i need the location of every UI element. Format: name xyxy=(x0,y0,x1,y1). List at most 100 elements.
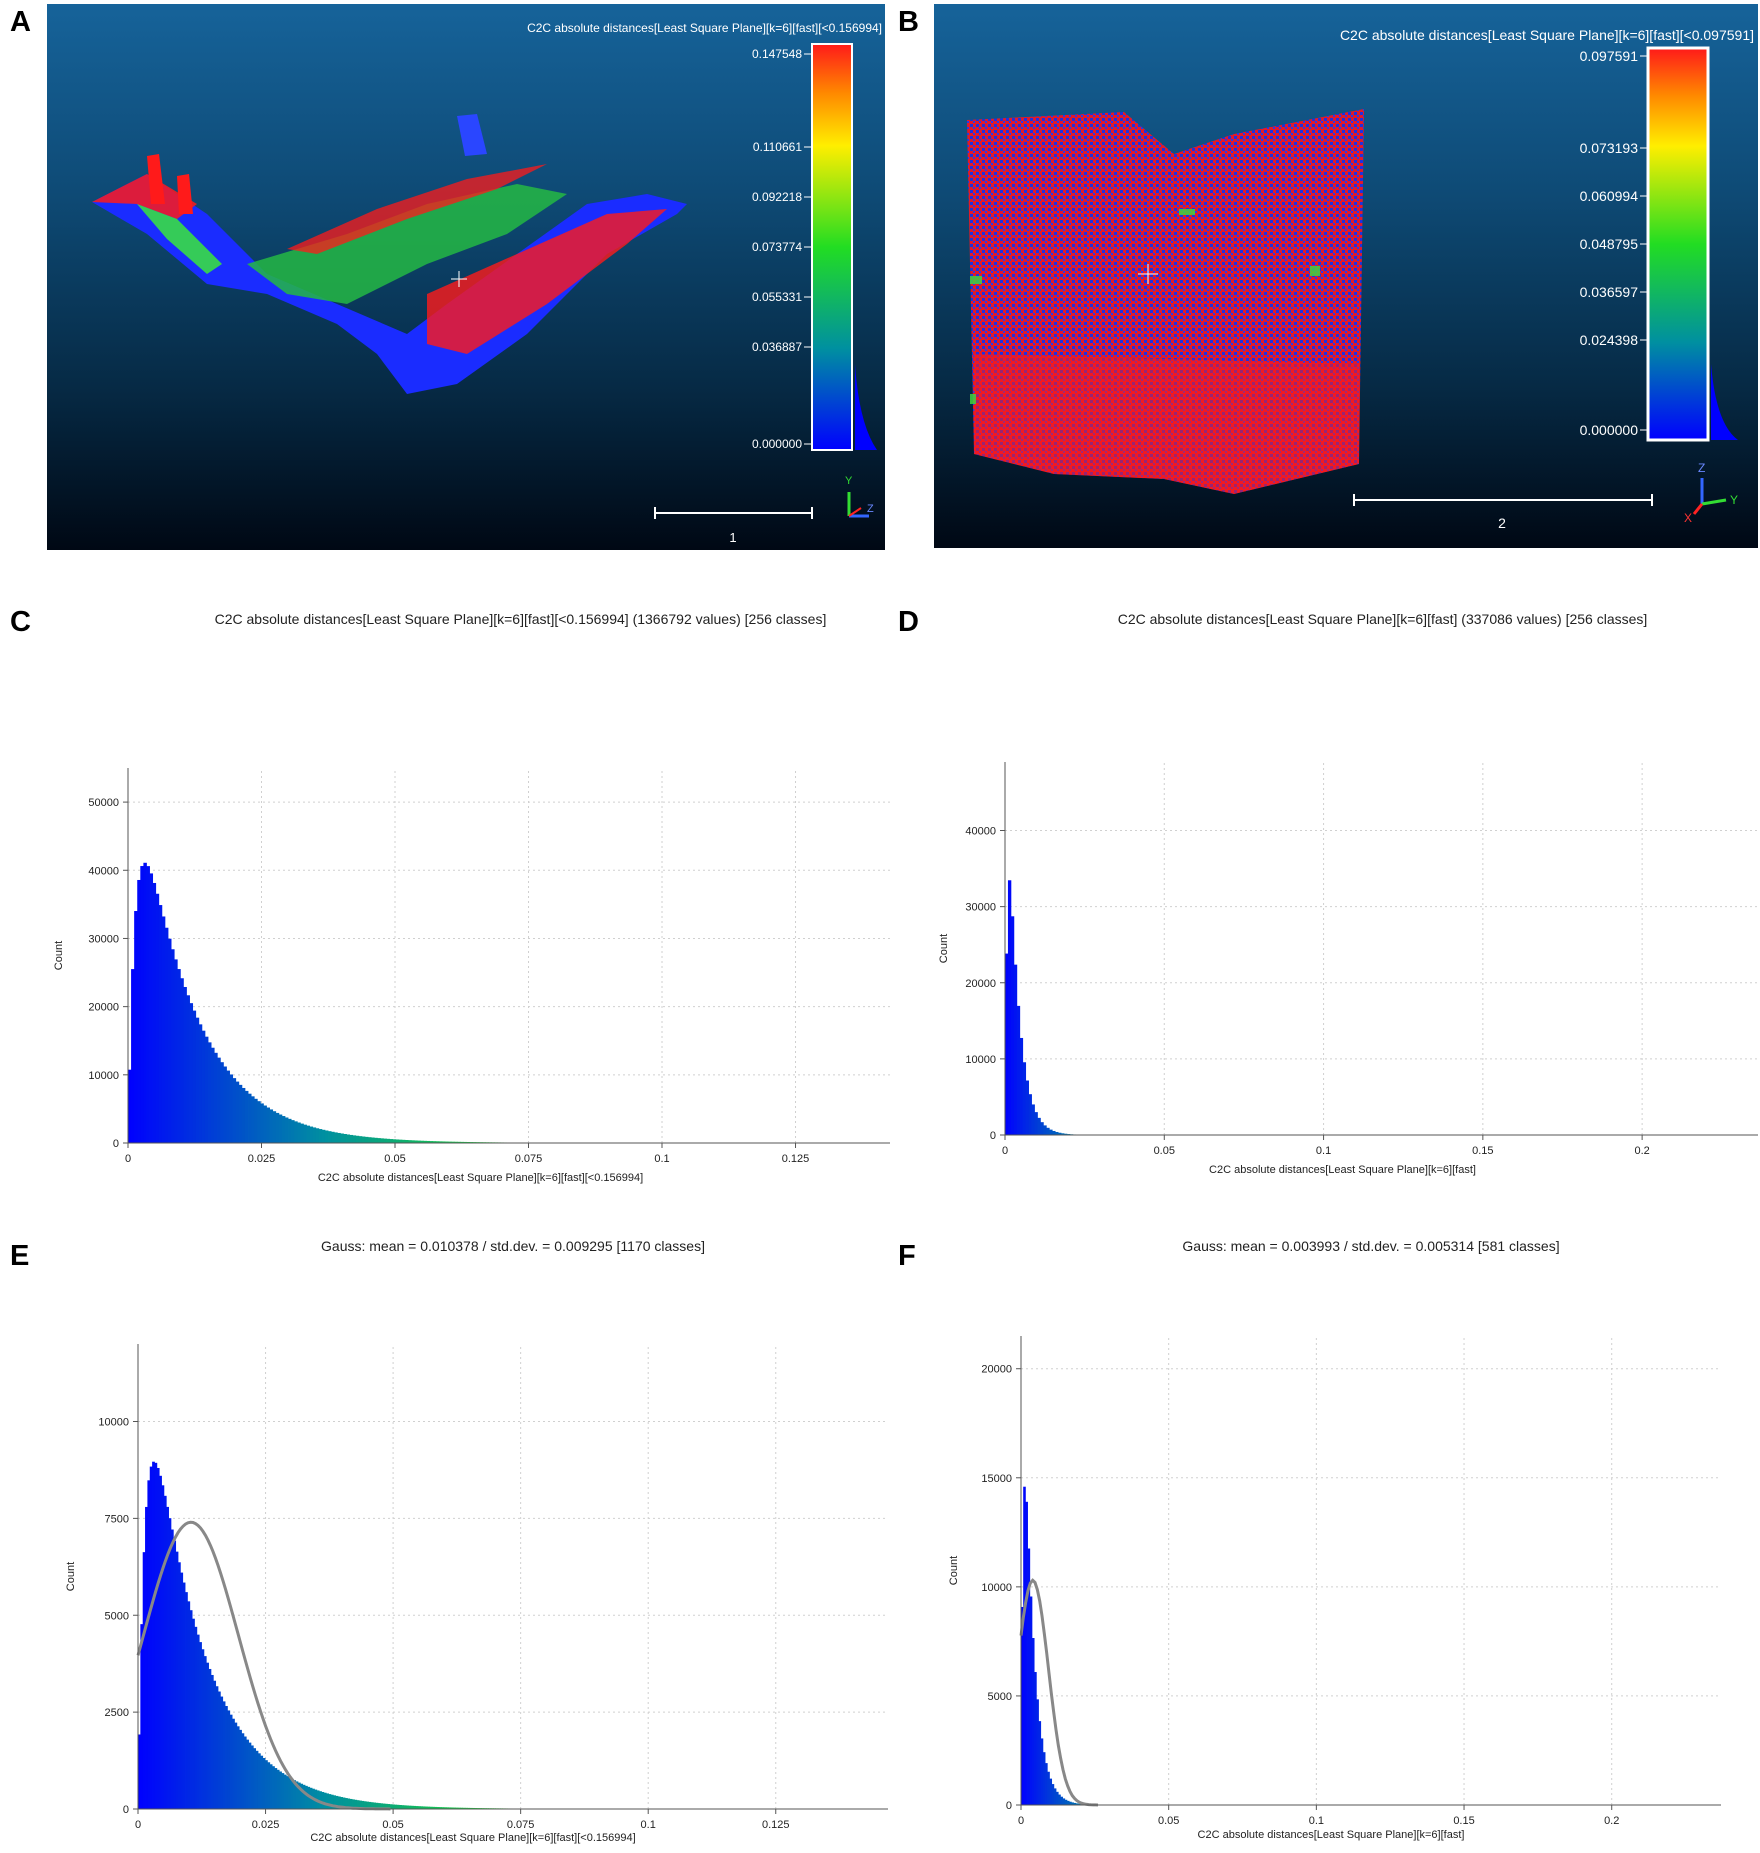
x-tick-label-f-2: 0.1 xyxy=(1309,1815,1324,1827)
cloud-spike2-a xyxy=(177,174,193,214)
histogram-bar xyxy=(365,1137,368,1143)
histogram-bar xyxy=(220,1697,223,1809)
histogram-bar xyxy=(1046,1128,1049,1135)
histogram-chart-e: Gauss: mean = 0.010378 / std.dev. = 0.00… xyxy=(40,1228,900,1848)
histogram-bar xyxy=(208,1042,211,1143)
histogram-bar xyxy=(137,880,140,1143)
histogram-svg-d: C2C absolute distances[Least Square Plan… xyxy=(925,594,1758,1190)
x-tick-label-d-3: 0.15 xyxy=(1472,1145,1493,1157)
histogram-bar xyxy=(1040,1122,1043,1135)
histogram-bar xyxy=(242,1733,245,1809)
x-tick-label-d-2: 0.1 xyxy=(1316,1145,1331,1157)
histogram-bar xyxy=(353,1135,356,1143)
histogram-bar xyxy=(282,1773,285,1809)
y-tick-label-d-4: 40000 xyxy=(965,826,996,838)
histogram-chart-c: C2C absolute distances[Least Square Plan… xyxy=(40,594,890,1190)
axis-trihedron-b: Z Y X xyxy=(1684,461,1738,525)
histogram-bar xyxy=(209,1669,212,1809)
panel-letter-f: F xyxy=(898,1240,916,1273)
histogram-bar xyxy=(176,1552,179,1809)
x-tick-label-e-2: 0.05 xyxy=(382,1819,403,1831)
histogram-bar xyxy=(194,1627,197,1809)
x-tick-label-e-0: 0 xyxy=(135,1819,141,1831)
histogram-bar xyxy=(197,1635,200,1809)
scale-label-a-3: 0.073774 xyxy=(752,240,802,254)
histogram-bar xyxy=(218,1692,221,1809)
histogram-bar xyxy=(190,1610,193,1809)
histogram-bar xyxy=(230,1074,233,1143)
histogram-bar xyxy=(334,1132,337,1143)
scale-label-a-1: 0.110661 xyxy=(753,140,802,154)
histogram-bar xyxy=(1032,1104,1035,1135)
histogram-bars-d xyxy=(1005,880,1079,1135)
histogram-bar xyxy=(263,1106,266,1143)
histogram-bar xyxy=(267,1762,270,1809)
histogram-bar xyxy=(169,1518,172,1809)
histogram-bar xyxy=(337,1133,340,1143)
histogram-bar xyxy=(233,1078,236,1143)
histogram-bar xyxy=(186,995,189,1143)
histogram-bar xyxy=(1052,1131,1055,1135)
histogram-bar xyxy=(164,1496,167,1809)
scale-label-b-6: 0.000000 xyxy=(1580,422,1639,438)
histogram-bar xyxy=(1034,1112,1037,1135)
scale-ticks-a xyxy=(804,54,812,444)
x-tick-label-e-5: 0.125 xyxy=(762,1819,790,1831)
y-axis-label-e: Count xyxy=(65,1562,77,1591)
histogram-bar xyxy=(265,1760,268,1809)
histogram-bar xyxy=(227,1710,230,1809)
histogram-bar xyxy=(300,1124,303,1143)
histogram-bar xyxy=(173,1541,176,1809)
histogram-bar xyxy=(187,1601,190,1809)
y-tick-label-f-2: 10000 xyxy=(981,1582,1012,1594)
histogram-bar xyxy=(340,1134,343,1144)
histogram-bar xyxy=(404,1805,407,1809)
histogram-bar xyxy=(263,1758,266,1809)
histogram-bar xyxy=(324,1793,327,1809)
y-axis-label-c: Count xyxy=(53,941,65,970)
histogram-bar xyxy=(303,1125,306,1143)
histogram-bar xyxy=(239,1730,242,1809)
color-scale-bar-b xyxy=(1648,48,1708,440)
axis-trihedron-a: Y Z xyxy=(845,475,874,516)
x-tick-label-c-1: 0.025 xyxy=(248,1153,276,1165)
histogram-bar xyxy=(397,1805,400,1809)
histogram-bar xyxy=(1005,954,1008,1135)
histogram-bar xyxy=(321,1792,324,1809)
histogram-bar xyxy=(325,1130,328,1143)
histogram-bar xyxy=(174,959,177,1143)
histogram-bar xyxy=(1037,1118,1040,1135)
histogram-bar xyxy=(1014,965,1017,1135)
histogram-mini-a xyxy=(855,364,877,450)
histogram-bar xyxy=(387,1139,390,1143)
point-cloud-view-b[interactable]: C2C absolute distances[Least Square Plan… xyxy=(934,4,1758,548)
histogram-bar xyxy=(248,1094,251,1143)
x-tick-label-c-2: 0.05 xyxy=(384,1153,405,1165)
histogram-bar xyxy=(390,1139,393,1143)
histogram-bar xyxy=(331,1132,334,1143)
histogram-bar xyxy=(406,1805,409,1809)
y-tick-label-f-1: 5000 xyxy=(988,1691,1012,1703)
histogram-bar xyxy=(150,1467,153,1809)
x-tick-label-d-4: 0.2 xyxy=(1634,1145,1649,1157)
y-tick-label-d-0: 0 xyxy=(990,1130,996,1142)
histogram-bar xyxy=(279,1771,282,1809)
x-tick-label-c-3: 0.075 xyxy=(515,1153,543,1165)
x-tick-label-c-4: 0.1 xyxy=(654,1153,669,1165)
svg-text:Z: Z xyxy=(1698,461,1705,475)
histogram-bar xyxy=(162,1485,165,1809)
histogram-bar xyxy=(1026,1081,1029,1135)
histogram-bar xyxy=(319,1129,322,1143)
scale-label-b-1: 0.073193 xyxy=(1580,140,1639,156)
histogram-bar xyxy=(286,1776,289,1809)
histogram-bar xyxy=(211,1048,214,1143)
histogram-bar xyxy=(183,1583,186,1809)
histogram-bar xyxy=(394,1805,397,1809)
y-axis-label-d: Count xyxy=(938,934,950,963)
histogram-bar xyxy=(239,1085,242,1143)
histogram-bar xyxy=(171,1530,174,1809)
x-tick-label-e-3: 0.075 xyxy=(507,1819,535,1831)
x-tick-label-c-5: 0.125 xyxy=(782,1153,810,1165)
histogram-bars-e xyxy=(138,1462,538,1809)
point-cloud-view-a[interactable]: C2C absolute distances[Least Square Plan… xyxy=(47,4,885,550)
